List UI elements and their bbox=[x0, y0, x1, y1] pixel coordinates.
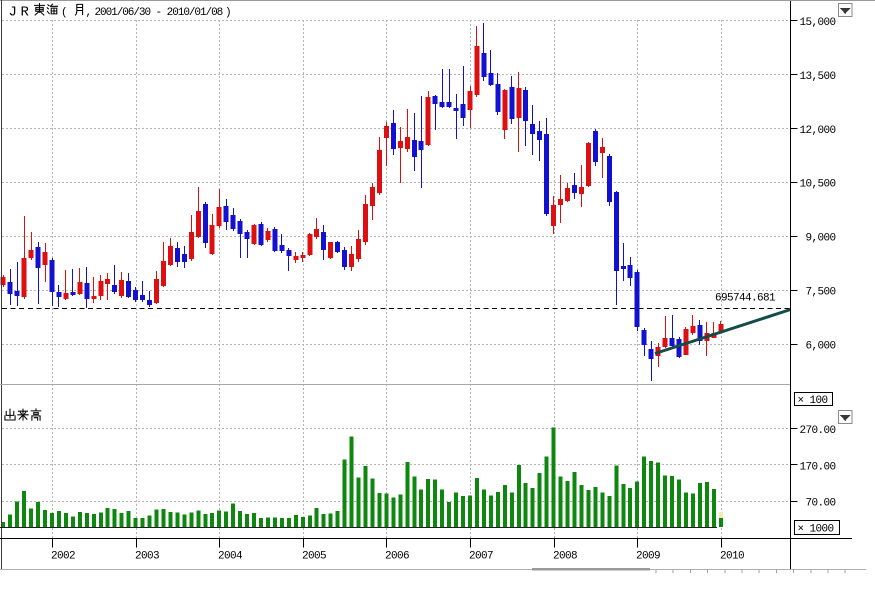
svg-text:2003: 2003 bbox=[135, 551, 159, 563]
svg-text:): ) bbox=[225, 7, 232, 19]
svg-text:10,500: 10,500 bbox=[799, 179, 835, 191]
svg-text:70.00: 70.00 bbox=[805, 498, 835, 510]
svg-text:2006: 2006 bbox=[385, 551, 409, 563]
svg-text:695744.681: 695744.681 bbox=[715, 293, 776, 305]
svg-text:× 100: × 100 bbox=[798, 395, 828, 407]
svg-text:(: ( bbox=[61, 7, 68, 19]
svg-text:2005: 2005 bbox=[302, 551, 326, 563]
svg-text:270.00: 270.00 bbox=[799, 425, 835, 437]
svg-text:R: R bbox=[21, 5, 30, 21]
svg-text:2009: 2009 bbox=[636, 551, 660, 563]
svg-text:2004: 2004 bbox=[218, 551, 243, 563]
svg-text:2001/06/30 - 2010/01/08: 2001/06/30 - 2010/01/08 bbox=[95, 7, 223, 19]
svg-text:12,000: 12,000 bbox=[799, 125, 835, 137]
svg-text:7,500: 7,500 bbox=[805, 287, 835, 299]
svg-text:2010: 2010 bbox=[720, 551, 744, 563]
svg-text:9,000: 9,000 bbox=[805, 233, 835, 245]
svg-text:,: , bbox=[86, 7, 93, 19]
svg-text:2008: 2008 bbox=[553, 551, 577, 563]
svg-text:13,500: 13,500 bbox=[799, 71, 835, 83]
svg-text:15,000: 15,000 bbox=[799, 17, 835, 29]
svg-text:J: J bbox=[9, 5, 17, 21]
svg-text:6,000: 6,000 bbox=[805, 340, 835, 352]
svg-text:× 1000: × 1000 bbox=[798, 524, 834, 536]
svg-text:170.00: 170.00 bbox=[799, 461, 835, 473]
svg-text:2007: 2007 bbox=[469, 551, 493, 563]
svg-text:2002: 2002 bbox=[51, 551, 75, 563]
